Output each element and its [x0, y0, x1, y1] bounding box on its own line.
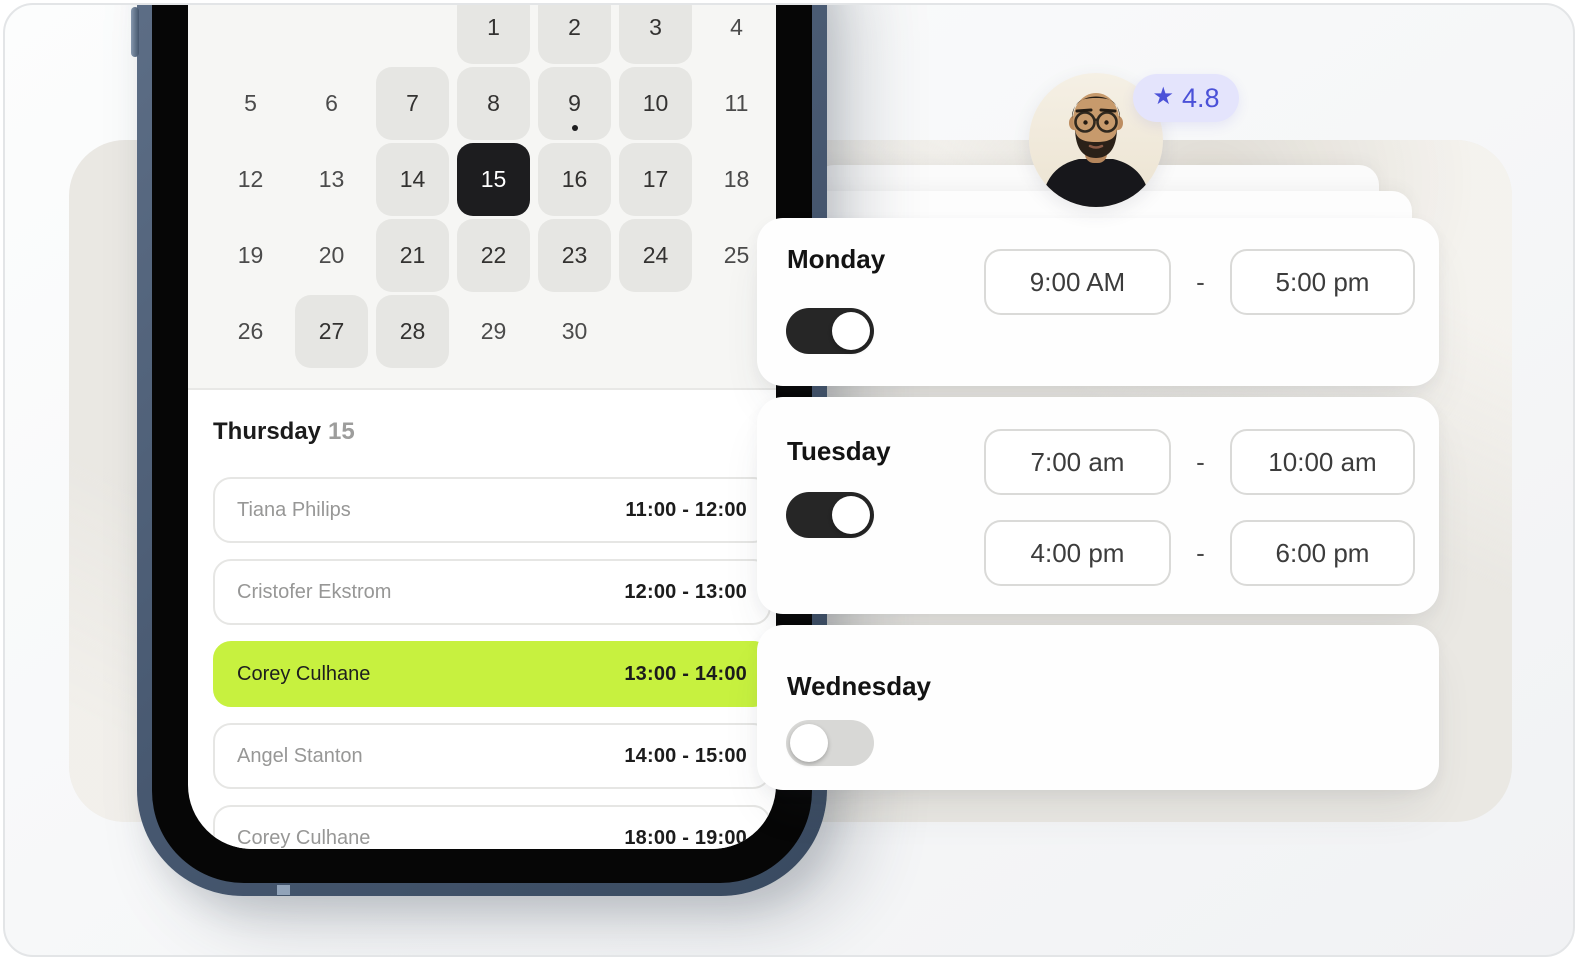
- end-time-field[interactable]: 10:00 am: [1230, 429, 1415, 495]
- calendar-grid: 1 2 3 4 5 6 7 8 9 10 11 12 13 14 15 16 17 18 19 20 21 22 23 24 2…: [214, 5, 773, 368]
- time-range-row: 9:00 AM -5:00 pm: [984, 249, 1415, 315]
- calendar-day[interactable]: 11: [724, 90, 749, 116]
- calendar-day[interactable]: 18: [723, 166, 750, 192]
- toggle-knob: [790, 724, 828, 762]
- availability-card-wednesday: Wednesday: [757, 625, 1439, 790]
- day-label: Monday: [787, 244, 886, 274]
- availability-card-tuesday: Tuesday 7:00 am -10:00 am 4:00 pm -6:00 pm: [757, 397, 1439, 614]
- day-label: Wednesday: [787, 671, 932, 701]
- appointment-row[interactable]: Corey Culhane 18:00 - 19:00: [213, 805, 771, 849]
- calendar-day[interactable]: 27: [295, 295, 368, 368]
- phone-mockup: 1 2 3 4 5 6 7 8 9 10 11 12 13 14 15 16 17 18 19 20 21 22 23 24 2…: [131, 5, 827, 896]
- calendar-day[interactable]: 20: [318, 242, 345, 268]
- day-toggle-on[interactable]: [786, 492, 874, 538]
- appointment-time: 18:00 - 19:00: [624, 826, 747, 849]
- appointment-name: Cristofer Ekstrom: [237, 580, 392, 603]
- page-background: 1 2 3 4 5 6 7 8 9 10 11 12 13 14 15 16 17 18 19 20 21 22 23 24 2…: [3, 3, 1575, 957]
- appointment-name: Corey Culhane: [237, 662, 371, 685]
- calendar-day[interactable]: 8: [457, 67, 530, 140]
- start-time-field[interactable]: 9:00 AM: [984, 249, 1171, 315]
- calendar-day[interactable]: 26: [237, 318, 264, 344]
- appointment-time: 11:00 - 12:00: [625, 498, 747, 521]
- calendar-day[interactable]: 28: [376, 295, 449, 368]
- appointment-name: Tiana Philips: [237, 498, 351, 521]
- calendar-day[interactable]: 5: [244, 90, 257, 116]
- calendar-day[interactable]: 9: [538, 67, 611, 140]
- appointment-row[interactable]: Cristofer Ekstrom 12:00 - 13:00: [213, 559, 771, 625]
- calendar-day[interactable]: 14: [376, 143, 449, 216]
- calendar-day[interactable]: 30: [561, 318, 588, 344]
- phone-antenna-band: [277, 885, 290, 895]
- end-time-field[interactable]: 6:00 pm: [1230, 520, 1415, 586]
- appointment-name: Corey Culhane: [237, 826, 371, 849]
- rating-badge: ★ 4.8: [1133, 74, 1239, 122]
- day-label: Tuesday: [787, 436, 891, 466]
- calendar-day[interactable]: 17: [619, 143, 692, 216]
- calendar-day[interactable]: 6: [325, 90, 338, 116]
- event-dot: [571, 125, 578, 131]
- calendar-empty-cell: [619, 295, 692, 368]
- appointment-time: 13:00 - 14:00: [624, 662, 747, 685]
- calendar-day[interactable]: 13: [318, 166, 345, 192]
- calendar-day[interactable]: 24: [619, 219, 692, 292]
- calendar-empty-cell: [295, 5, 368, 64]
- calendar-day-selected[interactable]: 15: [457, 143, 530, 216]
- time-range-row: 4:00 pm -6:00 pm: [984, 520, 1415, 586]
- availability-card-monday: Monday 9:00 AM -5:00 pm: [757, 218, 1439, 386]
- day-toggle-on[interactable]: [786, 308, 874, 354]
- availability-panel: Monday 9:00 AM -5:00 pm Tuesday 7:00 am -10:0…: [5, 5, 1573, 955]
- appointment-name: Angel Stanton: [237, 744, 363, 767]
- calendar-day[interactable]: 21: [376, 219, 449, 292]
- calendar-day[interactable]: 10: [619, 67, 692, 140]
- calendar-day[interactable]: 12: [237, 166, 264, 192]
- calendar-day[interactable]: 19: [237, 242, 264, 268]
- calendar-empty-cell: [214, 5, 287, 64]
- schedule-list: Tiana Philips 11:00 - 12:00 Cristofer Ekst…: [213, 477, 771, 849]
- toggle-knob: [832, 496, 870, 534]
- calendar-day[interactable]: 25: [723, 242, 750, 268]
- appointment-row-selected[interactable]: Corey Culhane 13:00 - 14:00: [213, 641, 771, 707]
- calendar-day[interactable]: 2: [538, 5, 611, 64]
- schedule-day-label: Thursday: [213, 418, 322, 445]
- range-separator: -: [1196, 537, 1205, 568]
- time-range-row: 7:00 am -10:00 am: [984, 429, 1415, 495]
- range-separator: -: [1196, 266, 1205, 297]
- avatar: [1029, 73, 1163, 207]
- phone-bezel: 1 2 3 4 5 6 7 8 9 10 11 12 13 14 15 16 17 18 19 20 21 22 23 24 2…: [152, 5, 812, 883]
- start-time-field[interactable]: 7:00 am: [984, 429, 1171, 495]
- calendar-day[interactable]: 1: [457, 5, 530, 64]
- phone-screen: 1 2 3 4 5 6 7 8 9 10 11 12 13 14 15 16 17 18 19 20 21 22 23 24 2…: [188, 5, 776, 849]
- appointment-row[interactable]: Angel Stanton 14:00 - 15:00: [213, 723, 771, 789]
- divider: [188, 388, 776, 390]
- calendar-day[interactable]: 3: [619, 5, 692, 64]
- calendar-day[interactable]: 22: [457, 219, 530, 292]
- rating-value: 4.8: [1181, 82, 1220, 113]
- day-toggle-off[interactable]: [786, 720, 874, 766]
- calendar-empty-cell: [376, 5, 449, 64]
- calendar-day[interactable]: 4: [730, 14, 743, 40]
- calendar-day[interactable]: 23: [538, 219, 611, 292]
- appointment-time: 14:00 - 15:00: [624, 744, 747, 767]
- appointment-row[interactable]: Tiana Philips 11:00 - 12:00: [213, 477, 771, 543]
- star-icon: ★: [1152, 83, 1174, 110]
- end-time-field[interactable]: 5:00 pm: [1230, 249, 1415, 315]
- avatar-illustration: [1029, 73, 1163, 207]
- start-time-field[interactable]: 4:00 pm: [984, 520, 1171, 586]
- schedule-date-label: 15: [328, 418, 355, 445]
- calendar-day[interactable]: 16: [538, 143, 611, 216]
- calendar-day[interactable]: 7: [376, 67, 449, 140]
- schedule-heading: Thursday 15: [213, 418, 355, 446]
- range-separator: -: [1196, 446, 1205, 477]
- phone-side-button: [131, 7, 139, 57]
- appointment-time: 12:00 - 13:00: [624, 580, 747, 603]
- calendar-day[interactable]: 29: [480, 318, 507, 344]
- toggle-knob: [832, 312, 870, 350]
